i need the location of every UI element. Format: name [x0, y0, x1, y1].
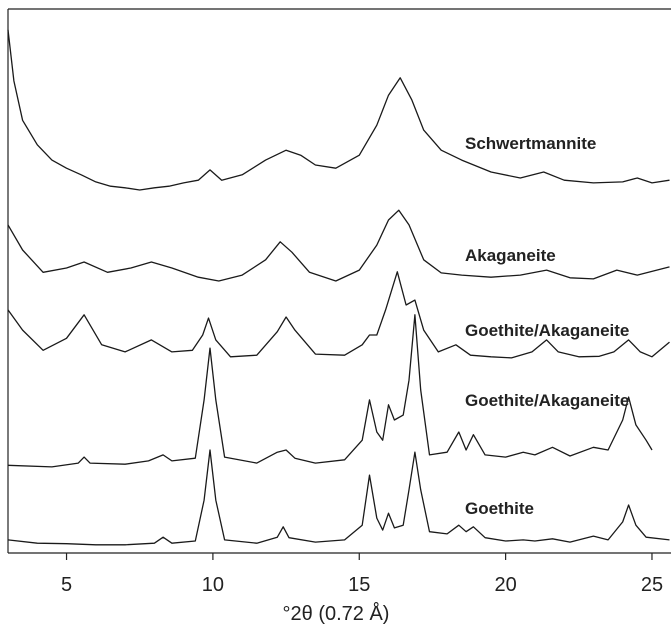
x-tick-label: 5	[61, 574, 72, 596]
x-axis-title: °2θ (0.72 Å)	[283, 602, 390, 625]
x-tick-label: 10	[202, 574, 224, 596]
xrd-pattern	[7, 29, 670, 191]
xrd-pattern	[7, 449, 670, 546]
x-tick-label: 25	[641, 574, 663, 596]
pattern-label: Schwertmannite	[465, 134, 596, 153]
x-tick-label: 20	[494, 574, 516, 596]
xrd-pattern	[7, 314, 653, 468]
pattern-label: Goethite/Akaganeite	[465, 321, 629, 340]
pattern-label: Akaganeite	[465, 246, 556, 265]
x-tick-label: 15	[348, 574, 370, 596]
pattern-label: Goethite	[465, 499, 534, 518]
xrd-pattern	[7, 209, 670, 282]
xrd-pattern	[7, 271, 670, 359]
pattern-label: Goethite/Akaganeite	[465, 391, 629, 410]
